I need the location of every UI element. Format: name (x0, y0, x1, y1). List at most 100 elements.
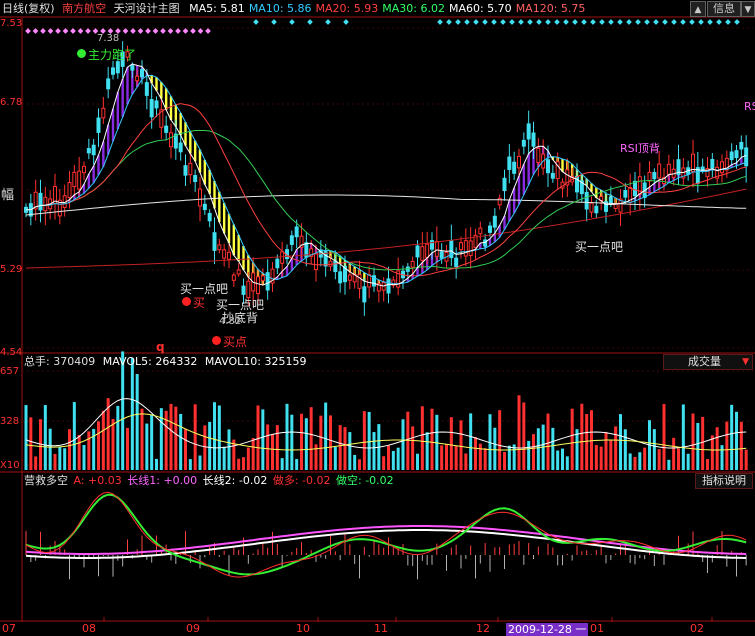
volume-bar (135, 374, 139, 470)
candlestick-body (584, 191, 589, 210)
volume-bar (126, 427, 129, 470)
ma20-line (26, 103, 747, 277)
volume-bar (706, 459, 709, 470)
candlestick-body (67, 182, 72, 199)
volume-bar (493, 427, 497, 470)
volume-bar (43, 405, 47, 470)
price-axis-label: 6.78 (0, 97, 23, 108)
candlestick-body (115, 61, 120, 74)
signal-marker (572, 19, 578, 25)
volume-bar (256, 405, 260, 470)
volume-bar (34, 456, 38, 470)
volume-bar (440, 445, 444, 470)
ma120-line (25, 188, 747, 269)
signal-marker (175, 28, 181, 34)
candlestick-body (231, 274, 236, 281)
ma-legend-item: MA20: 5.93 (315, 2, 379, 15)
volume-bar (633, 456, 637, 470)
ma60-line (25, 194, 747, 216)
mavol5-value: MAVOL5: 264332 (102, 355, 198, 368)
candlestick-body (314, 252, 318, 271)
candlestick-body (77, 170, 82, 190)
volume-bar (304, 418, 308, 470)
volume-bar (174, 406, 178, 470)
signal-marker (446, 19, 452, 25)
candlestick-body (715, 166, 720, 179)
candlestick-body (101, 107, 106, 119)
volume-bar (643, 447, 647, 470)
volume-bar (338, 425, 342, 470)
candlestick-body (367, 274, 372, 288)
candlestick-body (212, 232, 217, 251)
candlestick-body (710, 159, 715, 169)
candlestick-body (86, 148, 91, 154)
volume-bar (314, 444, 318, 470)
candlestick-body (618, 198, 623, 213)
signal-marker (635, 19, 641, 25)
volume-bar (609, 440, 613, 470)
volume-bar (343, 427, 347, 470)
signal-marker (437, 19, 443, 25)
time-axis-label: 09 (186, 622, 200, 635)
volume-bar (730, 404, 734, 470)
volume-bar (739, 421, 743, 470)
volume-axis-unit: X10 (0, 460, 20, 471)
signal-marker (680, 19, 686, 25)
candlestick-body (492, 215, 497, 228)
candlestick-body (125, 51, 130, 58)
volume-indicator-selector[interactable]: 成交量 ▼ (663, 354, 753, 370)
signal-marker (653, 19, 659, 25)
candlestick-body (149, 99, 154, 118)
volume-bar (570, 408, 574, 470)
volume-bar (217, 405, 221, 470)
volume-bar (121, 351, 125, 470)
candlestick-body (222, 249, 227, 259)
volume-bar (116, 405, 120, 470)
volume-bar (628, 453, 632, 470)
signal-marker (32, 28, 39, 34)
volume-bar (657, 449, 661, 470)
volume-bar (92, 428, 96, 470)
indicator-title[interactable]: 营救多空 (24, 474, 68, 487)
info-button[interactable]: 信息 (707, 1, 741, 17)
indicator-name[interactable]: 天河设计主图 (113, 2, 180, 15)
indicator-help-button[interactable]: 指标说明 (695, 473, 753, 489)
scroll-down-button[interactable]: ▼ (741, 1, 755, 17)
signal-marker (253, 19, 259, 25)
volume-panel-header: 总手: 370409 MAVOL5: 264332 MAVOL10: 32515… (24, 355, 306, 369)
volume-bar (275, 425, 279, 470)
candlestick-body (647, 171, 652, 182)
signal-marker (70, 28, 76, 34)
volume-axis-label: 328 (0, 416, 20, 427)
candlestick-body (202, 203, 207, 211)
volume-bar (464, 453, 468, 470)
volume-bar (29, 417, 33, 470)
volume-bar (203, 425, 207, 470)
time-axis-label: 11 (374, 622, 388, 635)
candlestick-body (72, 171, 77, 188)
volume-bar (527, 440, 531, 470)
down-arrow-icon: ▼ (744, 5, 752, 15)
volume-bar (280, 458, 284, 470)
candlestick-body (739, 141, 744, 150)
candlestick-body (565, 169, 570, 186)
volume-bar (193, 404, 197, 470)
buy-hint-label: 买一点吧 (180, 282, 229, 296)
candlestick-body (652, 172, 657, 180)
candlestick-body (420, 246, 425, 261)
volume-bar (367, 411, 371, 470)
candlestick-body (188, 162, 193, 176)
copy-bottom-label: 抄底背 (222, 311, 259, 325)
period-label[interactable]: 日线(复权) (2, 2, 55, 15)
candlestick-body (546, 159, 550, 174)
volume-bar (179, 413, 183, 470)
scroll-up-button[interactable]: ▲ (690, 1, 706, 17)
volume-bar (551, 427, 555, 470)
volume-bar (227, 429, 231, 470)
volume-bar (290, 414, 294, 470)
candlestick-body (270, 268, 275, 284)
signal-marker (85, 28, 91, 34)
volume-bar (488, 414, 492, 470)
time-axis-label: 01 (590, 622, 604, 635)
